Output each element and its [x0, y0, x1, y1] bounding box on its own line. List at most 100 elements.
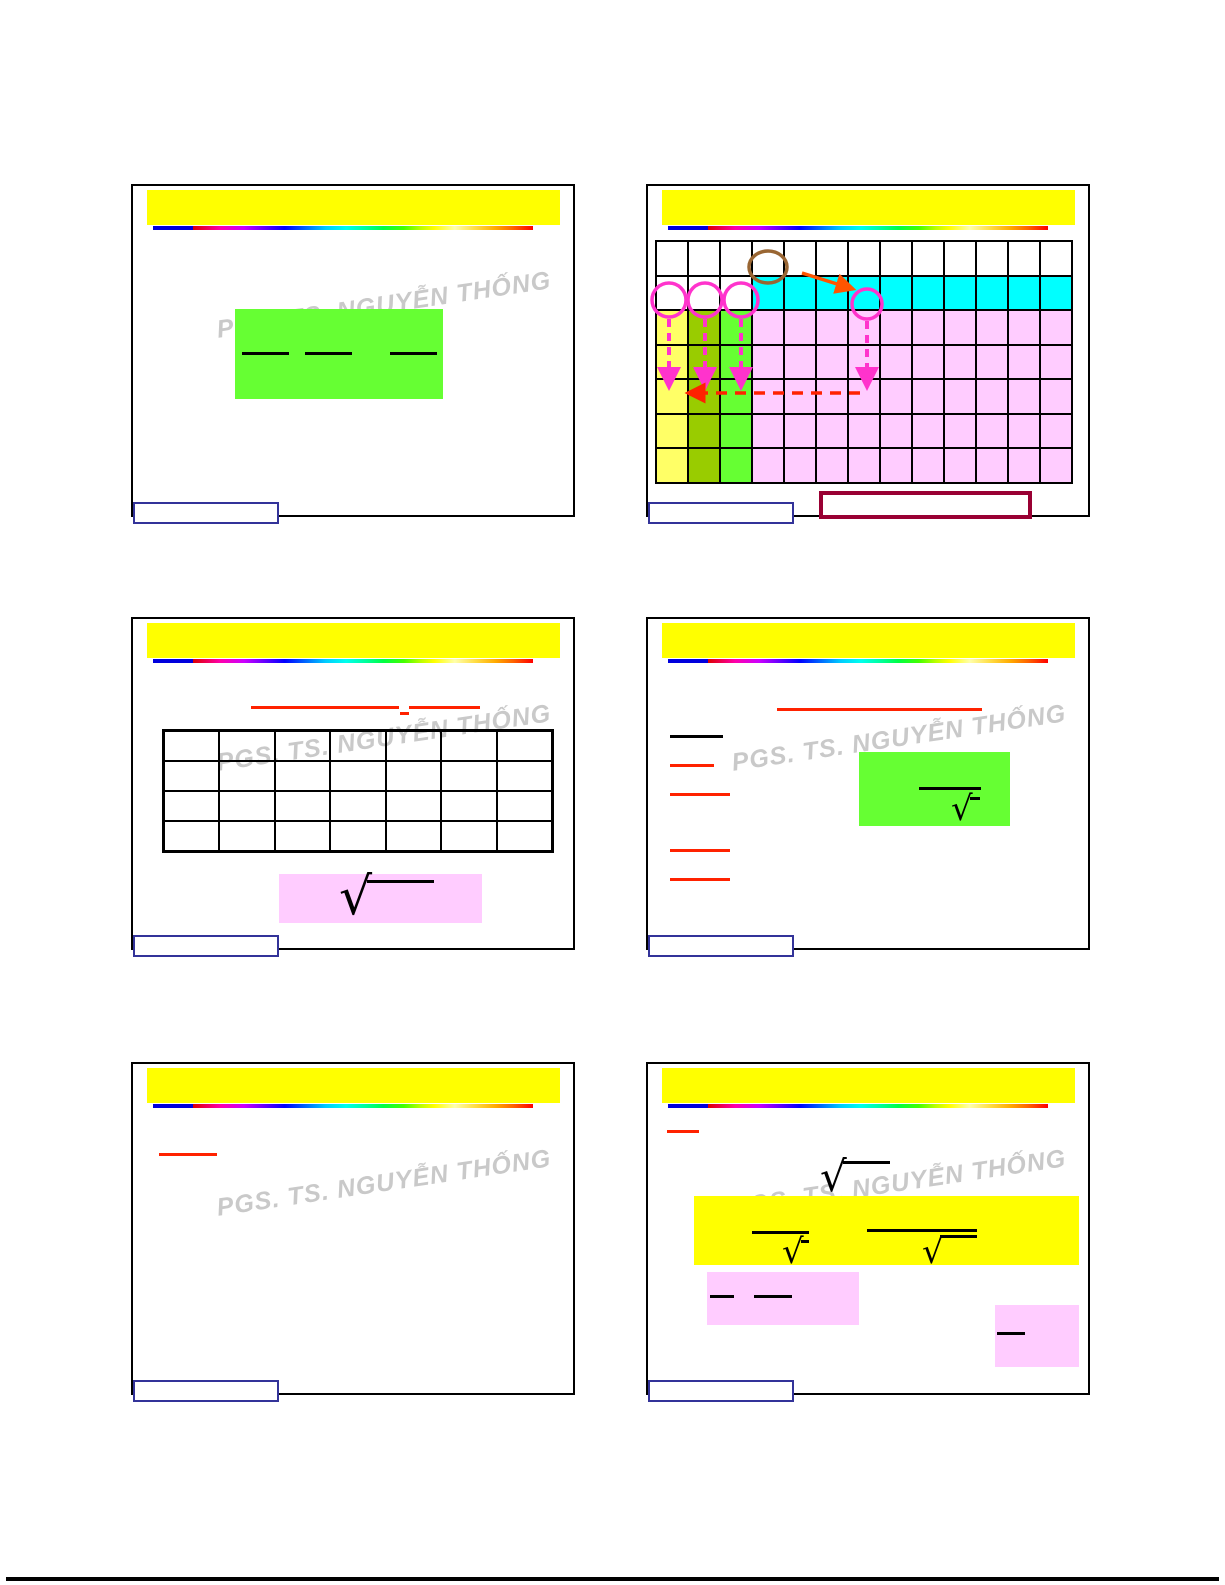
grid-cell [784, 379, 816, 414]
grid-cell [752, 413, 784, 449]
title-bar [147, 623, 560, 658]
table-cell [274, 821, 331, 851]
table-cell [164, 791, 220, 821]
brown-highlight-circle [747, 249, 789, 285]
table-cell [274, 761, 331, 791]
grid-cell [816, 379, 848, 414]
grid-cell [912, 310, 944, 345]
fraction-bar [710, 1295, 734, 1298]
yellow-highlight-box: √ √ [694, 1196, 1079, 1269]
table-cell [441, 821, 497, 851]
note-box [819, 491, 1032, 519]
grid-cell [1008, 379, 1040, 414]
fraction-bar [242, 352, 289, 355]
grid-cell [944, 413, 976, 449]
title-underline-dash [400, 712, 409, 715]
text-underline [670, 793, 730, 796]
grid-cell [880, 310, 912, 345]
grid-cell [784, 275, 816, 311]
sqrt-radical: √ [782, 1232, 804, 1272]
grid-cell [912, 344, 944, 380]
grid-cell [688, 448, 720, 483]
sqrt-radical: √ [922, 1232, 944, 1272]
page-bottom-rule [6, 1577, 1219, 1581]
text-underline [670, 878, 730, 881]
blue-underline [153, 226, 193, 230]
blue-underline [668, 226, 708, 230]
grid-cell [976, 241, 1008, 276]
table-cell [330, 821, 386, 851]
title-bar [147, 1068, 560, 1103]
grid-cell [1040, 448, 1072, 483]
slide-3: PGS. TS. NGUYỄN THỐNG √ [131, 617, 575, 957]
grid-cell [1008, 413, 1040, 449]
grid-cell [848, 448, 880, 483]
table-cell [219, 731, 275, 761]
table-cell [496, 791, 552, 821]
fraction-bar [919, 787, 981, 790]
grid-cell [976, 413, 1008, 449]
table-cell [219, 791, 275, 821]
grid-cell [720, 448, 752, 483]
grid-cell [912, 379, 944, 414]
rainbow-stripe [708, 1104, 1048, 1108]
table-cell [219, 761, 275, 791]
grid-cell [784, 310, 816, 345]
table-cell [164, 731, 220, 761]
grid-cell [816, 413, 848, 449]
fraction-bar [754, 1295, 792, 1298]
table-cell [496, 761, 552, 791]
fraction-bar [752, 1231, 809, 1234]
radical-vinculum [367, 880, 434, 883]
table-cell [385, 791, 442, 821]
title-underline [777, 708, 982, 711]
green-highlight-box [235, 309, 443, 399]
grid-cell [944, 344, 976, 380]
grid-cell [880, 413, 912, 449]
footer-box [133, 502, 279, 524]
slide-4: PGS. TS. NGUYỄN THỐNG √ [646, 617, 1090, 957]
sqrt-radical: √ [820, 1152, 847, 1201]
grid-cell [976, 310, 1008, 345]
magenta-highlight-circle [686, 281, 724, 319]
grid-cell [912, 413, 944, 449]
grid-cell [880, 275, 912, 311]
text-underline [670, 735, 723, 738]
table-cell [441, 791, 497, 821]
grid-cell [784, 241, 816, 276]
grid-cell [784, 448, 816, 483]
annotation-overlay [650, 249, 884, 404]
radical-vinculum [970, 797, 980, 800]
grid-cell [688, 241, 720, 276]
title-bar [662, 623, 1075, 658]
grid-cell [1008, 310, 1040, 345]
text-underline [159, 1153, 217, 1156]
radical-vinculum [940, 1235, 977, 1238]
slide-6: PGS. TS. NGUYỄN THỐNG √ √ √ [646, 1062, 1090, 1402]
formula-highlight-box [707, 1272, 859, 1325]
grid-cell [976, 344, 1008, 380]
footer-box [648, 502, 794, 524]
grid-cell [1040, 241, 1072, 276]
grid-cell [944, 448, 976, 483]
title-underline [251, 706, 399, 709]
grid-cell [720, 241, 752, 276]
table-cell [330, 791, 386, 821]
grid-cell [1040, 344, 1072, 380]
grid-cell [848, 241, 880, 276]
fraction-bar [867, 1229, 977, 1232]
grid-cell [1008, 241, 1040, 276]
title-bar [662, 190, 1075, 225]
grid-cell [752, 310, 784, 345]
grid-cell [1040, 379, 1072, 414]
grid-cell [656, 413, 688, 449]
grid-cell [816, 448, 848, 483]
table-cell [274, 731, 331, 761]
grid-cell [1040, 310, 1072, 345]
grid-cell [912, 448, 944, 483]
footer-box [133, 1380, 279, 1402]
grid-cell [784, 344, 816, 380]
sqrt-radical: √ [951, 789, 973, 829]
grid-cell [848, 413, 880, 449]
rainbow-stripe [708, 659, 1048, 663]
